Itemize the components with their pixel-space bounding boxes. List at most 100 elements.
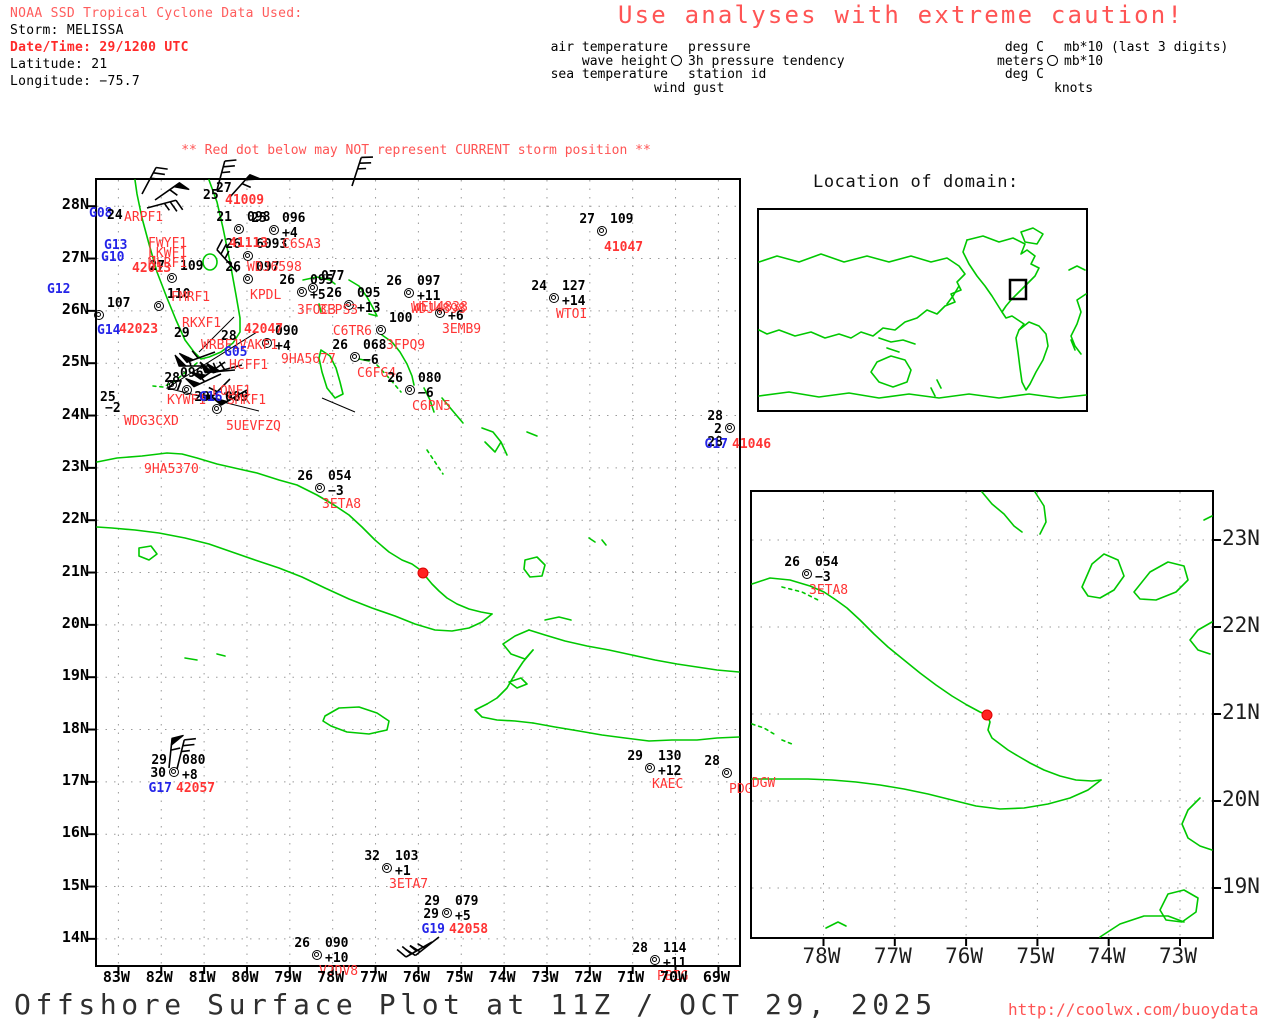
storm-position-dot bbox=[417, 567, 429, 579]
coast-abaco bbox=[348, 279, 378, 317]
axis-label: 74W bbox=[1087, 944, 1126, 968]
station-circle-icon bbox=[1047, 54, 1058, 66]
axis-label: 21N bbox=[61, 561, 89, 580]
unit-mb10-last3: mb*10 (last 3 digits) bbox=[1064, 40, 1229, 55]
axis-label: 81W bbox=[188, 968, 216, 986]
station-label: KYWF1 bbox=[167, 393, 207, 408]
station-label: 9HA5677 bbox=[281, 352, 336, 367]
axis-label: 74W bbox=[488, 968, 516, 986]
inset-coastlines bbox=[751, 491, 1213, 938]
inset-map-canvas bbox=[751, 491, 1221, 946]
pressure: 130 bbox=[658, 749, 682, 764]
unit-degc-1: deg C bbox=[1004, 40, 1044, 55]
air-temperature: 26 bbox=[297, 469, 313, 484]
pressure-tendency: +8 bbox=[182, 768, 198, 783]
unit-mb10: mb*10 bbox=[1064, 53, 1104, 69]
pressure: 097 bbox=[256, 260, 280, 275]
unit-meters: meters bbox=[997, 53, 1044, 69]
air-temperature: 29 bbox=[194, 390, 210, 405]
air-temperature: 27 bbox=[149, 259, 165, 274]
coastlines bbox=[96, 179, 740, 742]
air-temperature: 29 bbox=[627, 749, 643, 764]
axis-label: 75W bbox=[1016, 944, 1055, 968]
pressure: 098 bbox=[247, 210, 271, 225]
air-temperature: 29 bbox=[151, 753, 167, 768]
pressure-tendency: +4 bbox=[275, 339, 291, 354]
station-model-legend: air temperature pressure wave height 3h … bbox=[516, 41, 845, 95]
station-id-secondary: G19 bbox=[421, 922, 445, 937]
domain-rectangle bbox=[1008, 278, 1028, 301]
air-temperature: 28 bbox=[707, 409, 723, 424]
domain-map-canvas bbox=[758, 227, 1087, 399]
coast-long-island-inset bbox=[1034, 491, 1047, 535]
wave-height: 29 bbox=[423, 907, 439, 922]
coast-acklins-inset bbox=[1081, 553, 1125, 599]
coast-cuba-north bbox=[96, 452, 493, 615]
pressure: 054 bbox=[328, 469, 352, 484]
pressure-tendency: −6 bbox=[418, 386, 434, 401]
axis-label: 14N bbox=[61, 927, 89, 946]
station-circle-icon bbox=[597, 226, 607, 236]
axis-label: 26N bbox=[61, 299, 89, 318]
station-label: MLRF1 bbox=[148, 256, 188, 271]
station-circle-icon bbox=[382, 863, 392, 873]
station-circle-icon bbox=[802, 569, 812, 579]
station-label: 41113 bbox=[229, 236, 269, 251]
coast-crooked-acklins bbox=[481, 427, 508, 456]
domain-map bbox=[757, 208, 1088, 412]
station-circle-icon bbox=[671, 54, 682, 66]
station-id: 3ETA8 bbox=[322, 497, 362, 512]
axis-label: 79W bbox=[274, 968, 302, 986]
station-label: G12 bbox=[47, 282, 71, 297]
longitude-line: Longitude: −75.7 bbox=[10, 74, 141, 89]
coast-turks bbox=[588, 537, 607, 546]
axis-label: 80W bbox=[231, 968, 259, 986]
air-temperature: 26 bbox=[784, 555, 800, 570]
pressure-tendency: +13 bbox=[357, 301, 381, 316]
station-circle-icon bbox=[376, 325, 386, 335]
axis-label: 20N bbox=[1222, 787, 1260, 811]
coast-cuba-south-inset bbox=[751, 778, 1102, 810]
axis-label: 21N bbox=[1222, 700, 1260, 724]
coast-grand-bahama bbox=[302, 276, 336, 285]
station-circle-icon bbox=[94, 310, 104, 320]
main-map-stations: 27 109 41047 24 127 +14 WTOI 26 097 +11 WDJ4898 +6 3… bbox=[47, 180, 771, 984]
station-circle-icon bbox=[269, 225, 279, 235]
station-circle-icon bbox=[442, 908, 452, 918]
pressure: 054 bbox=[815, 555, 839, 570]
station-circle-icon bbox=[212, 404, 222, 414]
station-label: 41009 bbox=[225, 193, 265, 208]
legend-3h-tendency: 3h pressure tendency bbox=[688, 53, 845, 69]
pressure: 089 bbox=[225, 390, 249, 405]
station-id: 41047 bbox=[604, 240, 644, 255]
coast-florida bbox=[134, 179, 241, 360]
wave-height: 30 bbox=[150, 766, 166, 781]
pressure-tendency: +12 bbox=[658, 764, 682, 779]
station-circle-icon bbox=[344, 300, 354, 310]
axis-label: 78W bbox=[802, 944, 841, 968]
station-label: FMRF1 bbox=[171, 290, 211, 305]
station-circle-icon bbox=[549, 293, 559, 303]
axis-label: 18N bbox=[61, 718, 89, 737]
station-circle-icon bbox=[308, 283, 318, 293]
axis-label: 16N bbox=[61, 823, 89, 842]
axis-label: 83W bbox=[102, 968, 130, 986]
station-label: RKXF1 bbox=[182, 316, 222, 331]
coast-haiti-west-inset bbox=[1181, 797, 1213, 851]
station-label: HCFF1 bbox=[229, 358, 269, 373]
air-temperature: 26 bbox=[332, 338, 348, 353]
pressure: 096 bbox=[282, 211, 306, 226]
station-label: 28 bbox=[221, 329, 237, 344]
axis-label: 19N bbox=[1222, 874, 1260, 898]
station-circle-icon bbox=[234, 224, 244, 234]
pressure: 6093 bbox=[256, 237, 288, 252]
domain-map-title: Location of domain: bbox=[813, 172, 1019, 192]
station-id: V2DV8 bbox=[319, 964, 359, 979]
station-label: G16 bbox=[199, 390, 223, 405]
air-temperature: 21 bbox=[216, 210, 232, 225]
air-temperature: 29 bbox=[424, 894, 440, 909]
coast-exuma bbox=[376, 364, 402, 393]
pressure-tendency: −3 bbox=[328, 484, 344, 499]
source-url[interactable]: http://coolwx.com/buoydata bbox=[1008, 1000, 1259, 1019]
axis-label: 25N bbox=[61, 352, 89, 371]
